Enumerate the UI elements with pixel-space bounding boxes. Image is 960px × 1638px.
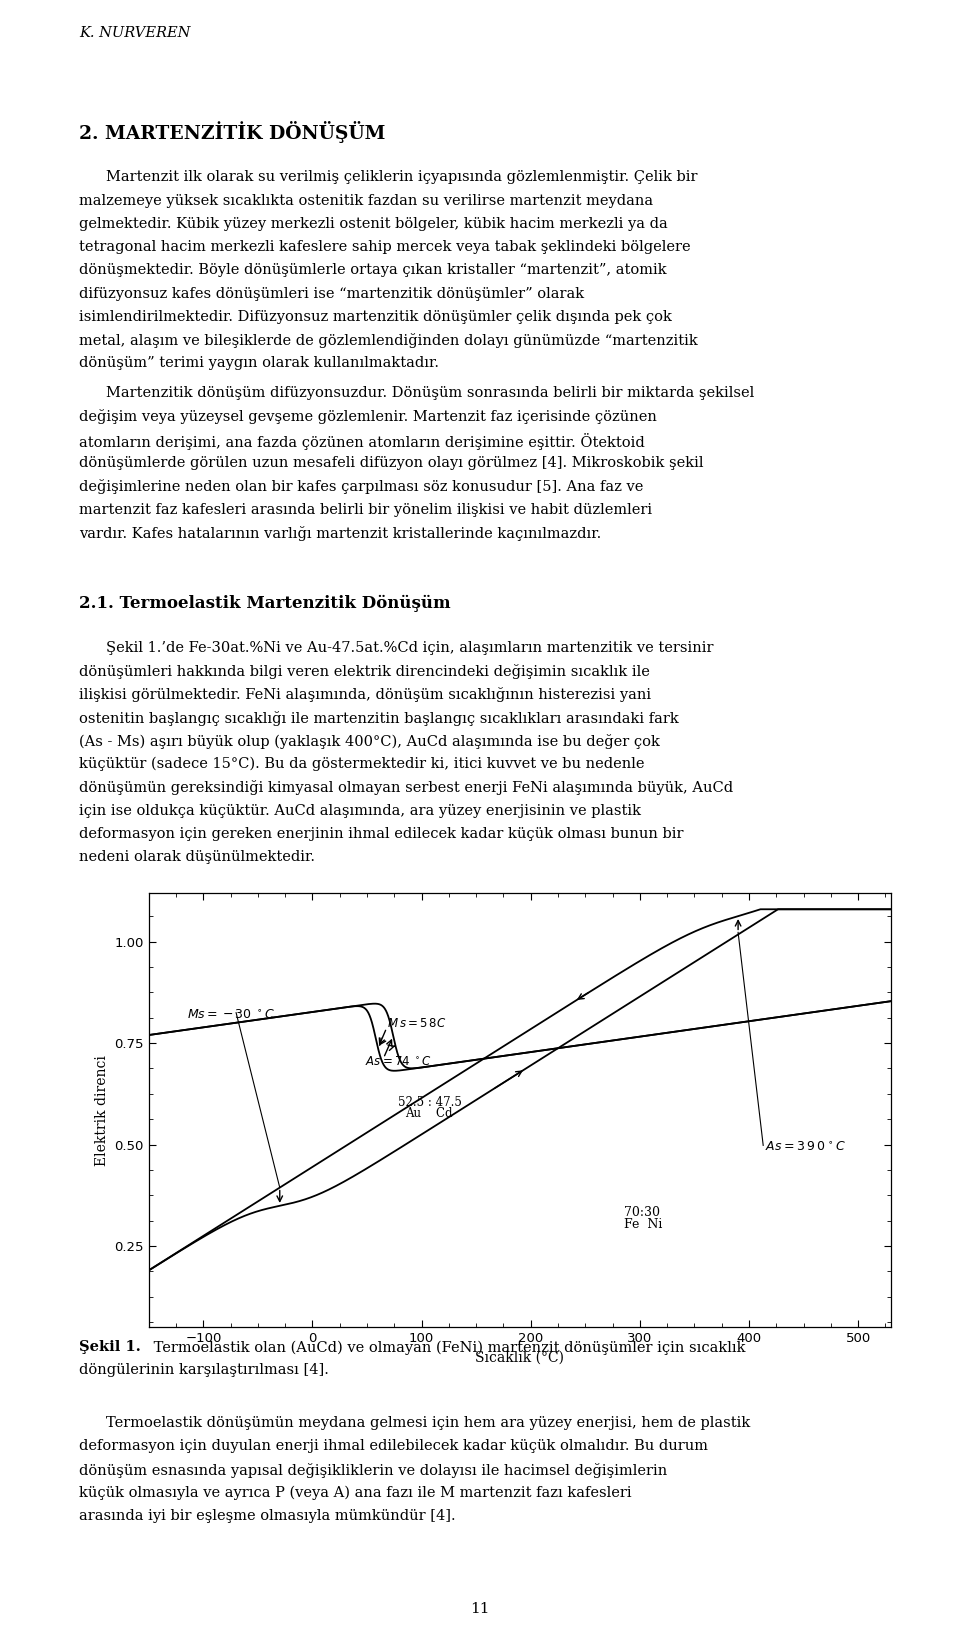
Text: 70:30: 70:30 [623,1206,660,1219]
Text: atomların derişimi, ana fazda çözünen atomların derişimine eşittir. Ötektoid: atomların derişimi, ana fazda çözünen at… [79,432,644,450]
Text: 2.1. Termoelastik Martenzitik Dönüşüm: 2.1. Termoelastik Martenzitik Dönüşüm [79,595,450,613]
Text: (As - Ms) aşırı büyük olup (yaklaşık 400°C), AuCd alaşımında ise bu değer çok: (As - Ms) aşırı büyük olup (yaklaşık 400… [79,734,660,749]
Text: K. NURVEREN: K. NURVEREN [79,26,190,41]
Text: difüzyonsuz kafes dönüşümleri ise “martenzitik dönüşümler” olarak: difüzyonsuz kafes dönüşümleri ise “marte… [79,287,584,301]
Text: dönüşmektedir. Böyle dönüşümlerle ortaya çıkan kristaller “martenzit”, atomik: dönüşmektedir. Böyle dönüşümlerle ortaya… [79,264,666,277]
Text: Şekil 1.: Şekil 1. [79,1340,140,1355]
Text: değişim veya yüzeysel gevşeme gözlemlenir. Martenzit faz içerisinde çözünen: değişim veya yüzeysel gevşeme gözlemleni… [79,410,657,424]
Text: deformasyon için gereken enerjinin ihmal edilecek kadar küçük olması bunun bir: deformasyon için gereken enerjinin ihmal… [79,827,684,840]
Text: vardır. Kafes hatalarının varlığı martenzit kristallerinde kaçınılmazdır.: vardır. Kafes hatalarının varlığı marten… [79,526,601,541]
Text: dönüşüm” terimi yaygın olarak kullanılmaktadır.: dönüşüm” terimi yaygın olarak kullanılma… [79,357,439,370]
Text: dönüşümleri hakkında bilgi veren elektrik direncindeki değişimin sıcaklık ile: dönüşümleri hakkında bilgi veren elektri… [79,663,650,680]
Text: ilişkisi görülmektedir. FeNi alaşımında, dönüşüm sıcaklığının histerezisi yani: ilişkisi görülmektedir. FeNi alaşımında,… [79,688,651,703]
Text: nedeni olarak düşünülmektedir.: nedeni olarak düşünülmektedir. [79,850,315,865]
Text: gelmektedir. Kübik yüzey merkezli ostenit bölgeler, kübik hacim merkezli ya da: gelmektedir. Kübik yüzey merkezli osteni… [79,216,667,231]
Text: arasında iyi bir eşleşme olmasıyla mümkündür [4].: arasında iyi bir eşleşme olmasıyla mümkü… [79,1509,455,1523]
Y-axis label: Elektrik direnci: Elektrik direnci [95,1055,108,1166]
Text: metal, alaşım ve bileşiklerde de gözlemlendiğinden dolayı günümüzde “martenzitik: metal, alaşım ve bileşiklerde de gözleml… [79,333,698,349]
Text: Martenzitik dönüşüm difüzyonsuzdur. Dönüşüm sonrasında belirli bir miktarda şeki: Martenzitik dönüşüm difüzyonsuzdur. Dönü… [106,387,754,400]
Text: tetragonal hacim merkezli kafeslere sahip mercek veya tabak şeklindeki bölgelere: tetragonal hacim merkezli kafeslere sahi… [79,241,690,254]
Text: döngülerinin karşılaştırılması [4].: döngülerinin karşılaştırılması [4]. [79,1363,328,1378]
Text: martenzit faz kafesleri arasında belirli bir yönelim ilişkisi ve habit düzlemler: martenzit faz kafesleri arasında belirli… [79,503,652,516]
Text: $As=74\ ^\circ C$: $As=74\ ^\circ C$ [365,1057,432,1070]
Text: küçük olmasıyla ve ayrıca P (veya A) ana fazı ile M martenzit fazı kafesleri: küçük olmasıyla ve ayrıca P (veya A) ana… [79,1486,632,1500]
Text: $M\,s =5\,8C$: $M\,s =5\,8C$ [387,1017,446,1030]
Text: 52.5 : 47.5: 52.5 : 47.5 [397,1096,462,1109]
Text: için ise oldukça küçüktür. AuCd alaşımında, ara yüzey enerjisinin ve plastik: için ise oldukça küçüktür. AuCd alaşımın… [79,804,640,817]
Text: Fe  Ni: Fe Ni [623,1217,661,1230]
Text: dönüşümlerde görülen uzun mesafeli difüzyon olayı görülmez [4]. Mikroskobik şeki: dönüşümlerde görülen uzun mesafeli difüz… [79,455,704,470]
Text: Termoelastik dönüşümün meydana gelmesi için hem ara yüzey enerjisi, hem de plast: Termoelastik dönüşümün meydana gelmesi i… [106,1417,750,1430]
Text: malzemeye yüksek sıcaklıkta ostenitik fazdan su verilirse martenzit meydana: malzemeye yüksek sıcaklıkta ostenitik fa… [79,193,653,208]
Text: ostenitin başlangıç sıcaklığı ile martenzitin başlangıç sıcaklıkları arasındaki : ostenitin başlangıç sıcaklığı ile marten… [79,711,679,726]
Text: $As= 3\,9\,0\,^\circ C$: $As= 3\,9\,0\,^\circ C$ [765,1140,847,1153]
Text: 2. MARTENZİTİK DÖNÜŞÜM: 2. MARTENZİTİK DÖNÜŞÜM [79,121,385,143]
Text: küçüktür (sadece 15°C). Bu da göstermektedir ki, itici kuvvet ve bu nedenle: küçüktür (sadece 15°C). Bu da göstermekt… [79,757,644,771]
Text: Martenzit ilk olarak su verilmiş çeliklerin içyapısında gözlemlenmiştir. Çelik b: Martenzit ilk olarak su verilmiş çelikle… [106,170,697,185]
Text: isimlendirilmektedir. Difüzyonsuz martenzitik dönüşümler çelik dışında pek çok: isimlendirilmektedir. Difüzyonsuz marten… [79,310,672,324]
Text: deformasyon için duyulan enerji ihmal edilebilecek kadar küçük olmalıdır. Bu dur: deformasyon için duyulan enerji ihmal ed… [79,1440,708,1453]
Text: Au    Cd: Au Cd [405,1107,453,1120]
Text: Şekil 1.’de Fe-30at.%Ni ve Au-47.5at.%Cd için, alaşımların martenzitik ve tersin: Şekil 1.’de Fe-30at.%Ni ve Au-47.5at.%Cd… [106,640,713,655]
X-axis label: Sıcaklık (°C): Sıcaklık (°C) [475,1350,564,1364]
Text: dönüşüm esnasında yapısal değişikliklerin ve dolayısı ile hacimsel değişimlerin: dönüşüm esnasında yapısal değişiklikleri… [79,1463,667,1477]
Text: dönüşümün gereksindiği kimyasal olmayan serbest enerji FeNi alaşımında büyük, Au: dönüşümün gereksindiği kimyasal olmayan … [79,780,732,796]
Text: 11: 11 [470,1602,490,1617]
Text: değişimlerine neden olan bir kafes çarpılması söz konusudur [5]. Ana faz ve: değişimlerine neden olan bir kafes çarpı… [79,480,643,495]
Text: Termoelastik olan (AuCd) ve olmayan (FeNi) martenzit dönüşümler için sıcaklık: Termoelastik olan (AuCd) ve olmayan (FeN… [150,1340,746,1355]
Text: $Ms =  -30\ ^\circ C$: $Ms = -30\ ^\circ C$ [187,1009,275,1022]
